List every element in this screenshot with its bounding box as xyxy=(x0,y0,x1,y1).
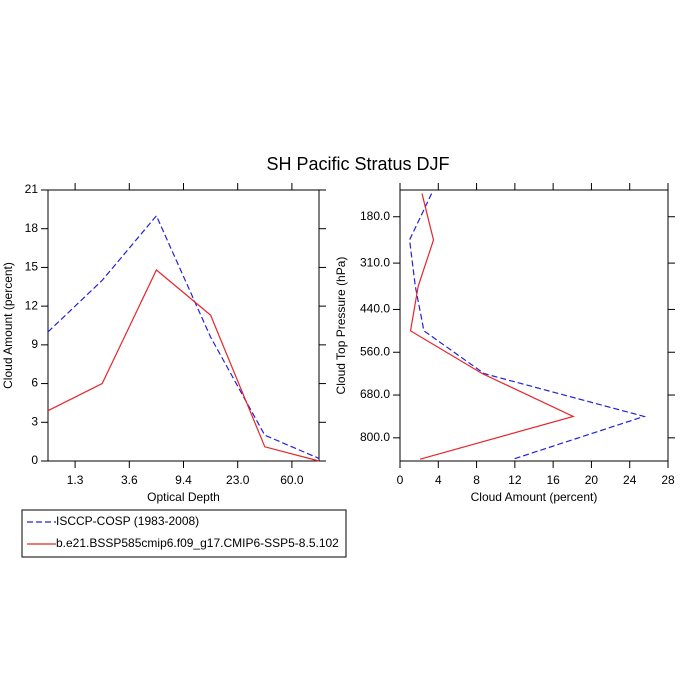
figure-title: SH Pacific Stratus DJF xyxy=(266,154,449,174)
y-tick-label: 12 xyxy=(25,298,39,312)
y-tick-label: 18 xyxy=(25,221,39,235)
plot-frame xyxy=(47,189,320,462)
x-axis-title: Cloud Amount (percent) xyxy=(471,490,598,504)
y-tick-label: 560.0 xyxy=(360,344,390,358)
y-tick-label: 800.0 xyxy=(360,430,390,444)
y-tick-label: 180.0 xyxy=(360,209,390,223)
y-tick-label: 3 xyxy=(31,414,38,428)
legend-label: b.e21.BSSP585cmip6.f09_g17.CMIP6-SSP5-8.… xyxy=(56,536,339,550)
x-tick-label: 1.3 xyxy=(67,473,84,487)
x-tick-label: 20 xyxy=(585,473,599,487)
y-tick-label: 21 xyxy=(25,182,39,196)
legend-label: ISCCP-COSP (1983-2008) xyxy=(56,514,199,528)
y-tick-label: 440.0 xyxy=(360,302,390,316)
x-tick-label: 23.0 xyxy=(226,473,250,487)
x-tick-label: 60.0 xyxy=(280,473,304,487)
plot-frame xyxy=(399,189,669,462)
y-axis-title: Cloud Top Pressure (hPa) xyxy=(334,257,348,395)
x-tick-label: 9.4 xyxy=(175,473,192,487)
x-axis-title: Optical Depth xyxy=(147,490,220,504)
y-tick-label: 9 xyxy=(31,337,38,351)
legend-box xyxy=(21,509,347,558)
data-line xyxy=(409,193,575,460)
x-tick-label: 12 xyxy=(508,473,522,487)
y-tick-label: 0 xyxy=(31,453,38,467)
x-tick-label: 28 xyxy=(661,473,675,487)
x-tick-label: 4 xyxy=(435,473,442,487)
y-tick-label: 310.0 xyxy=(360,255,390,269)
y-tick-label: 15 xyxy=(25,260,39,274)
x-tick-label: 16 xyxy=(546,473,560,487)
x-tick-label: 24 xyxy=(623,473,637,487)
x-tick-label: 8 xyxy=(473,473,480,487)
data-line xyxy=(47,214,320,459)
y-tick-label: 680.0 xyxy=(360,387,390,401)
y-tick-label: 6 xyxy=(31,376,38,390)
data-line xyxy=(408,193,647,460)
x-tick-label: 3.6 xyxy=(121,473,138,487)
data-line xyxy=(47,269,320,462)
y-axis-title: Cloud Amount (percent) xyxy=(1,262,15,389)
x-tick-label: 0 xyxy=(397,473,404,487)
